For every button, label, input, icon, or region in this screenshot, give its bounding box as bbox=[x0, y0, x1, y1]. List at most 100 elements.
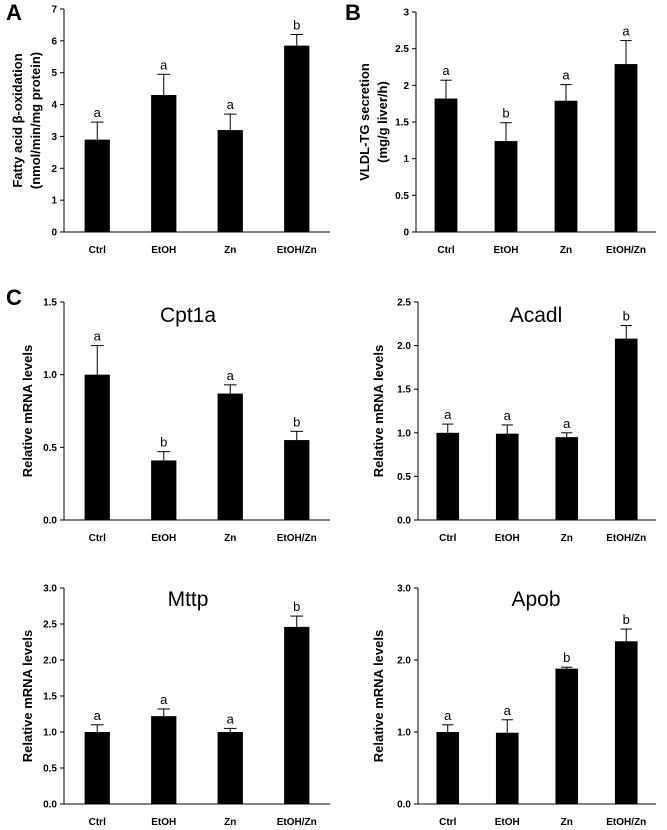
y-tick-label: 0.0 bbox=[397, 516, 411, 527]
bar bbox=[554, 100, 578, 232]
bar bbox=[84, 374, 110, 520]
y-tick-label: 3 bbox=[403, 8, 409, 19]
significance-label: a bbox=[622, 24, 630, 39]
bar bbox=[84, 139, 110, 232]
bar bbox=[284, 45, 310, 233]
category-label: Ctrl bbox=[437, 245, 454, 256]
category-label: EtOH/Zn bbox=[606, 533, 646, 544]
significance-label: a bbox=[504, 408, 512, 423]
y-tick-label: 3 bbox=[51, 132, 57, 143]
y-tick-label: 3.0 bbox=[397, 584, 411, 595]
bar bbox=[284, 440, 310, 520]
y-tick-label: 1.0 bbox=[397, 428, 411, 439]
category-label: EtOH bbox=[151, 245, 176, 256]
panel-title: Mttp bbox=[168, 588, 209, 611]
bar bbox=[555, 668, 579, 804]
panel-title: Acadl bbox=[510, 304, 563, 327]
category-label: EtOH bbox=[495, 533, 520, 544]
y-tick-label: 1.5 bbox=[395, 118, 409, 129]
y-tick-label: 0.5 bbox=[395, 191, 409, 202]
bar bbox=[494, 141, 518, 232]
significance-label: a bbox=[442, 63, 450, 78]
y-tick-label: 2.0 bbox=[43, 656, 57, 667]
panel-title: Apob bbox=[511, 588, 560, 611]
significance-label: a bbox=[444, 407, 452, 422]
y-tick-label: 0.5 bbox=[397, 472, 411, 483]
y-tick-label: 0.0 bbox=[43, 800, 57, 811]
bar bbox=[614, 641, 638, 804]
category-label: EtOH/Zn bbox=[277, 533, 317, 544]
bar bbox=[555, 437, 579, 520]
bar bbox=[436, 432, 460, 520]
significance-label: a bbox=[227, 97, 235, 112]
bar bbox=[151, 95, 177, 232]
category-label: EtOH bbox=[151, 533, 176, 544]
bar bbox=[217, 130, 243, 232]
bar bbox=[84, 732, 110, 804]
y-tick-label: 2 bbox=[403, 81, 409, 92]
category-label: Zn bbox=[560, 245, 572, 256]
y-tick-label: 1 bbox=[403, 154, 409, 165]
category-label: Ctrl bbox=[89, 817, 106, 828]
panel-label-b: B bbox=[345, 0, 361, 25]
y-tick-label: 1.0 bbox=[397, 728, 411, 739]
y-tick-label: 2 bbox=[51, 164, 57, 175]
chart-panel-5: 0.0 0.5 1.0 1.5 2.0 2.5 3.0 a Ctrl a EtOH a Zn b EtOH/… bbox=[20, 584, 330, 828]
y-axis-label: Relative mRNA levels bbox=[20, 345, 35, 477]
y-tick-label: 4 bbox=[51, 100, 57, 111]
significance-label: a bbox=[94, 329, 102, 344]
significance-label: b bbox=[623, 612, 630, 627]
category-label: Zn bbox=[224, 533, 236, 544]
bar bbox=[495, 732, 519, 804]
y-tick-label: 3.0 bbox=[43, 584, 57, 595]
y-tick-label: 0.0 bbox=[43, 516, 57, 527]
bar bbox=[614, 64, 638, 232]
category-label: Zn bbox=[224, 245, 236, 256]
category-label: Ctrl bbox=[89, 533, 106, 544]
y-tick-label: 5 bbox=[51, 68, 57, 79]
significance-label: b bbox=[293, 599, 300, 614]
y-axis-label: Relative mRNA levels bbox=[371, 345, 386, 477]
y-tick-label: 2.0 bbox=[397, 656, 411, 667]
y-tick-label: 2.5 bbox=[43, 620, 57, 631]
category-label: Zn bbox=[224, 817, 236, 828]
category-label: EtOH/Zn bbox=[277, 817, 317, 828]
y-tick-label: 1.5 bbox=[43, 692, 57, 703]
y-axis-label: VLDL-TG secretion bbox=[357, 63, 372, 181]
category-label: EtOH bbox=[151, 817, 176, 828]
significance-label: a bbox=[562, 68, 570, 83]
chart-panel-1: 0 1 2 3 4 5 6 7 a Ctrl a EtOH a Zn b EtOH/Zn Fatty acid … bbox=[10, 5, 330, 256]
significance-label: a bbox=[444, 708, 452, 723]
significance-label: b bbox=[502, 106, 509, 121]
chart-panel-3: 0.0 0.5 1.0 1.5 a Ctrl b EtOH a Zn b EtOH/Zn Relativ… bbox=[20, 298, 330, 544]
category-label: EtOH/Zn bbox=[606, 817, 646, 828]
y-tick-label: 1.5 bbox=[43, 298, 57, 309]
y-tick-label: 7 bbox=[51, 5, 57, 16]
y-axis-label: Fatty acid β-oxidation bbox=[10, 53, 25, 187]
bar bbox=[284, 626, 310, 804]
significance-label: a bbox=[160, 692, 168, 707]
significance-label: b bbox=[623, 309, 630, 324]
y-tick-label: 0 bbox=[51, 228, 57, 239]
category-label: Zn bbox=[561, 533, 573, 544]
significance-label: a bbox=[504, 703, 512, 718]
y-tick-label: 0.5 bbox=[43, 764, 57, 775]
category-label: Ctrl bbox=[439, 533, 456, 544]
y-tick-label: 1 bbox=[51, 196, 57, 207]
bar bbox=[151, 460, 177, 520]
y-tick-label: 0.5 bbox=[43, 443, 57, 454]
category-label: Ctrl bbox=[439, 817, 456, 828]
bar bbox=[495, 433, 519, 520]
significance-label: b bbox=[160, 435, 167, 450]
significance-label: a bbox=[160, 57, 168, 72]
bar bbox=[217, 393, 243, 520]
y-tick-label: 1.0 bbox=[43, 370, 57, 381]
category-label: EtOH bbox=[495, 817, 520, 828]
y-tick-label: 1.5 bbox=[397, 385, 411, 396]
category-label: EtOH bbox=[494, 245, 519, 256]
significance-label: a bbox=[227, 711, 235, 726]
y-tick-label: 2.0 bbox=[397, 341, 411, 352]
chart-panel-4: 0.0 0.5 1.0 1.5 2.0 2.5 a Ctrl a EtOH a Zn b EtOH/Zn R… bbox=[371, 298, 656, 544]
significance-label: b bbox=[293, 17, 300, 32]
